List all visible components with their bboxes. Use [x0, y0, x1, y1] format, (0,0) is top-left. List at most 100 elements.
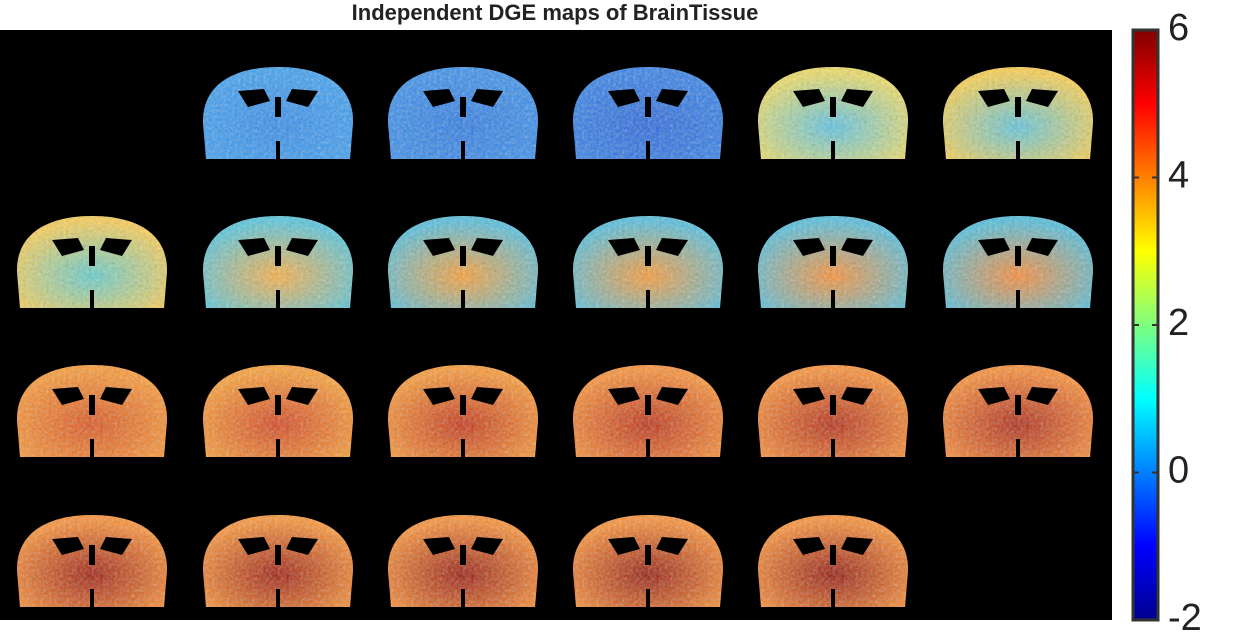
midline	[461, 589, 465, 607]
brain-slice	[16, 216, 168, 308]
midline	[831, 589, 835, 607]
ventricle	[793, 537, 825, 555]
brain-slice	[942, 365, 1094, 457]
midline	[831, 290, 835, 308]
midline	[830, 545, 836, 565]
midline	[645, 395, 651, 415]
brain-slice	[16, 515, 168, 607]
colorbar-ticks: -2 0 2 4 6	[1133, 7, 1202, 639]
midline	[275, 395, 281, 415]
ventricle	[423, 89, 455, 107]
brain-slice	[757, 515, 909, 607]
midline	[460, 97, 466, 117]
ventricle	[793, 89, 825, 107]
midline	[645, 545, 651, 565]
midline	[460, 246, 466, 266]
midline	[275, 246, 281, 266]
slices	[16, 67, 1094, 607]
ventricle	[978, 238, 1010, 256]
colorbar-tick-label: 6	[1168, 7, 1189, 49]
ventricle	[286, 537, 318, 555]
brain-slice	[572, 365, 724, 457]
midline	[275, 97, 281, 117]
brain-slice	[387, 515, 539, 607]
ventricle	[238, 387, 270, 405]
ventricle	[656, 238, 688, 256]
ventricle	[471, 238, 503, 256]
ventricle	[1026, 238, 1058, 256]
ventricle	[978, 387, 1010, 405]
brain-slice	[387, 216, 539, 308]
midline	[1016, 290, 1020, 308]
ventricle	[656, 387, 688, 405]
midline	[830, 97, 836, 117]
midline	[646, 439, 650, 457]
midline	[830, 395, 836, 415]
midline	[831, 141, 835, 159]
ventricle	[52, 387, 84, 405]
ventricle	[608, 238, 640, 256]
ventricle	[471, 387, 503, 405]
midline	[1016, 141, 1020, 159]
midline	[276, 290, 280, 308]
brain-slice	[16, 365, 168, 457]
midline	[831, 439, 835, 457]
midline	[276, 439, 280, 457]
ventricle	[793, 387, 825, 405]
ventricle	[471, 89, 503, 107]
ventricle	[238, 537, 270, 555]
colorbar-tick-label: 2	[1168, 302, 1189, 344]
midline	[276, 141, 280, 159]
midline	[460, 545, 466, 565]
ventricle	[238, 89, 270, 107]
ventricle	[52, 238, 84, 256]
ventricle	[423, 238, 455, 256]
ventricle	[52, 537, 84, 555]
brain-slice	[387, 365, 539, 457]
midline	[90, 589, 94, 607]
midline	[460, 395, 466, 415]
ventricle	[841, 387, 873, 405]
midline	[645, 97, 651, 117]
midline	[461, 439, 465, 457]
ventricle	[841, 238, 873, 256]
ventricle	[100, 238, 132, 256]
ventricle	[608, 537, 640, 555]
ventricle	[238, 238, 270, 256]
ventricle	[286, 89, 318, 107]
ventricle	[608, 387, 640, 405]
midline	[1015, 246, 1021, 266]
ventricle	[656, 89, 688, 107]
brain-slice	[942, 67, 1094, 159]
image-area	[0, 30, 1112, 620]
brain-slice	[202, 365, 354, 457]
brain-slice	[202, 216, 354, 308]
midline	[645, 246, 651, 266]
midline	[1015, 395, 1021, 415]
ventricle	[100, 537, 132, 555]
brain-slice	[572, 67, 724, 159]
midline	[276, 589, 280, 607]
midline	[646, 589, 650, 607]
ventricle	[1026, 89, 1058, 107]
midline	[646, 141, 650, 159]
brain-slice	[387, 67, 539, 159]
brain-slice	[572, 216, 724, 308]
brain-slice	[202, 67, 354, 159]
ventricle	[1026, 387, 1058, 405]
ventricle	[423, 537, 455, 555]
brain-slice	[942, 216, 1094, 308]
ventricle	[978, 89, 1010, 107]
ventricle	[471, 537, 503, 555]
ventricle	[423, 387, 455, 405]
brain-slice	[757, 365, 909, 457]
midline	[90, 290, 94, 308]
midline	[461, 290, 465, 308]
midline	[89, 395, 95, 415]
ventricle	[793, 238, 825, 256]
brain-slice	[572, 515, 724, 607]
brain-slice	[757, 67, 909, 159]
midline	[461, 141, 465, 159]
midline	[646, 290, 650, 308]
